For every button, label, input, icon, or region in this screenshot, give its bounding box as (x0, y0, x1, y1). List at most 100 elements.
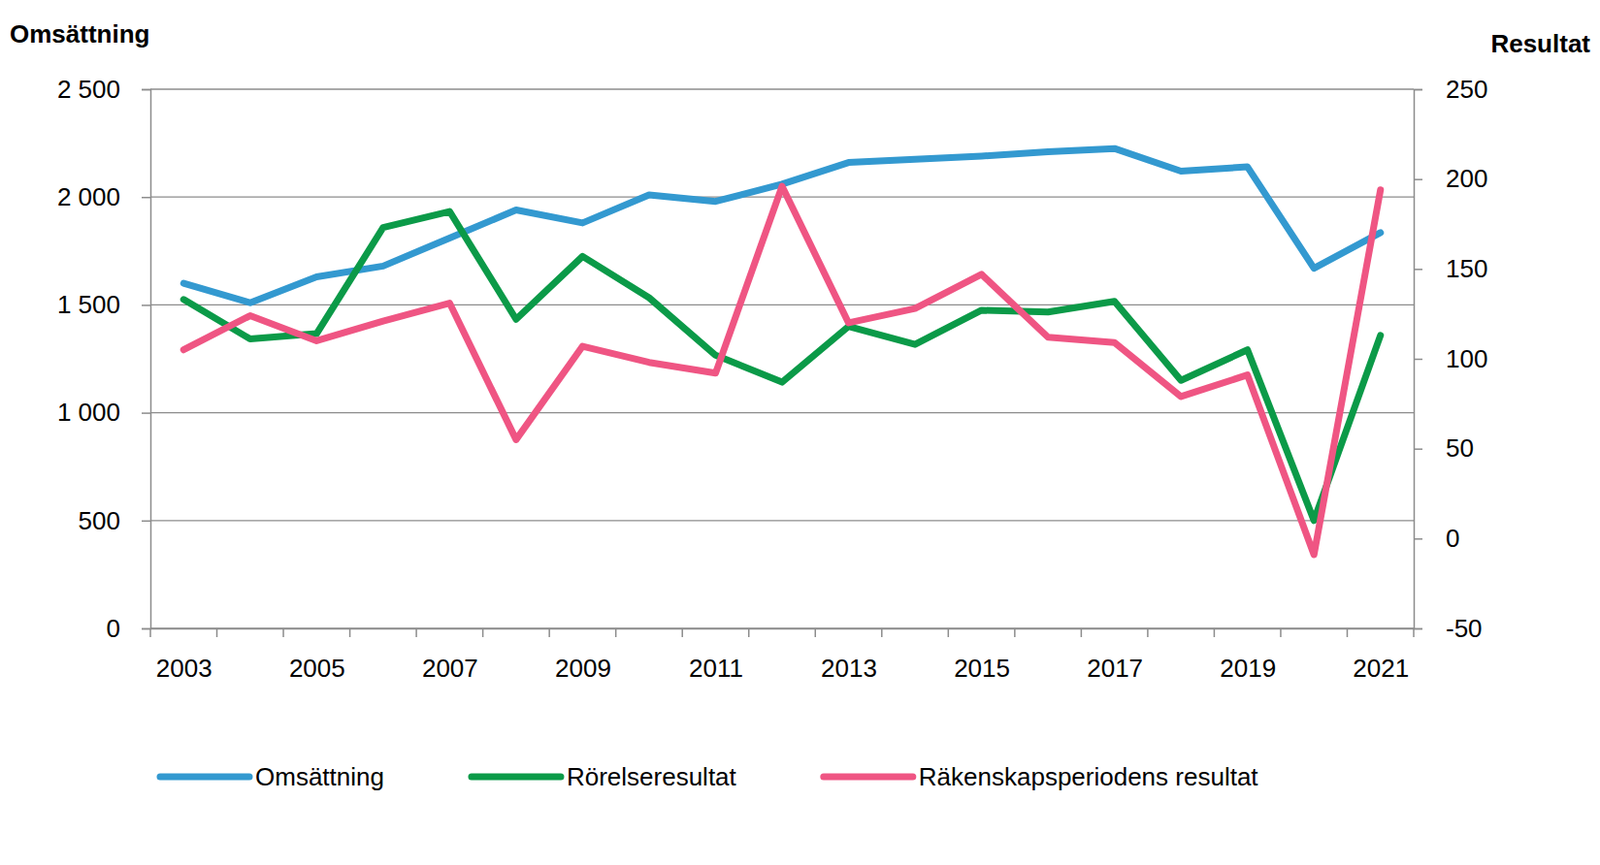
x-tick-label: 2015 (953, 653, 1011, 684)
y-tick-label: 0 (106, 614, 121, 644)
legend-item: Räkenskapsperiodens resultat (823, 762, 1260, 792)
legend-label: Rörelseresultat (566, 762, 738, 792)
y2-axis: -50 0 50 100 150 200 250 (1413, 74, 1488, 644)
x-tick: 2003 (156, 628, 213, 684)
x-boundary-tick (1013, 628, 1016, 638)
y2-tick-label: 0 (1445, 523, 1460, 554)
y2-tick: -50 (1413, 614, 1483, 644)
y2-tick-mark (1413, 359, 1423, 361)
y2-tick-mark (1413, 268, 1423, 271)
y-tick-mark (141, 196, 151, 199)
x-boundary-ticks (150, 628, 1414, 638)
y-tick: 500 (78, 506, 151, 536)
legend-item: Rörelseresultat (471, 762, 738, 792)
y2-tick-label: 200 (1445, 163, 1488, 194)
x-tick: 2005 (289, 628, 346, 684)
y-tick-label: 1 500 (57, 290, 121, 320)
x-tick: 2015 (953, 628, 1011, 684)
x-boundary-tick (482, 628, 485, 638)
x-boundary-tick (149, 628, 152, 638)
x-boundary-tick (1279, 628, 1282, 638)
legend: Omsättning Rörelseresultat Räkenskapsperio… (160, 762, 1259, 792)
y-tick: 2 500 (57, 74, 151, 104)
y2-tick-mark (1413, 448, 1423, 451)
x-boundary-tick (815, 628, 817, 638)
x-boundary-tick (681, 628, 684, 638)
axis-line (1414, 90, 1424, 630)
y2-tick-mark (1413, 628, 1423, 631)
grid-line (150, 627, 1414, 629)
y-tick: 0 (106, 614, 151, 644)
grid (150, 89, 1414, 629)
y2-tick: 50 (1413, 433, 1474, 463)
x-boundary-tick (415, 628, 418, 638)
legend-swatch (823, 774, 914, 782)
y-tick-mark (141, 304, 151, 307)
y2-tick-label: 50 (1445, 433, 1474, 463)
x-tick-label: 2003 (156, 653, 213, 684)
y2-tick-label: -50 (1445, 614, 1483, 644)
legend-label: Omsättning (255, 762, 385, 792)
x-tick-label: 2019 (1219, 653, 1276, 684)
x-boundary-tick (282, 628, 285, 638)
x-tick-label: 2011 (688, 653, 744, 684)
x-tick: 2019 (1219, 628, 1276, 684)
x-boundary-tick (216, 628, 219, 638)
y2-tick: 100 (1413, 344, 1488, 374)
x-tick: 2021 (1352, 628, 1409, 684)
series-line (183, 211, 1380, 522)
y-tick-label: 2 000 (57, 182, 121, 212)
x-tick: 2017 (1086, 628, 1143, 684)
y-axis: 0 500 1 000 1 500 2 000 2 500 (57, 74, 152, 644)
x-tick-label: 2021 (1352, 653, 1409, 684)
x-axis: 2003 2005 2007 2009 2011 2013 2015 2017 2019 2021 (151, 628, 1415, 684)
y-tick: 2 000 (57, 182, 151, 212)
y2-tick: 200 (1413, 163, 1488, 194)
y-tick-label: 500 (78, 506, 121, 536)
series-line (183, 186, 1380, 556)
axis-line (151, 628, 1415, 631)
x-tick: 2013 (820, 628, 878, 684)
y-tick-mark (141, 521, 151, 523)
x-boundary-tick (1080, 628, 1083, 638)
legend-swatch (471, 774, 561, 782)
y-tick: 1 500 (57, 290, 151, 320)
grid-line (150, 88, 1414, 90)
x-boundary-tick (1346, 628, 1349, 638)
chart: 0 500 1 000 1 500 2 000 2 500 -50 0 50 100 150 200 2… (0, 0, 1600, 865)
y2-tick-label: 250 (1445, 74, 1488, 104)
legend-swatch (160, 774, 250, 782)
y-tick-mark (141, 412, 151, 415)
x-tick: 2007 (422, 628, 479, 684)
x-tick: 2011 (688, 628, 744, 684)
y2-tick-mark (1413, 178, 1423, 181)
y2-tick: 150 (1413, 254, 1488, 284)
x-tick-label: 2005 (289, 653, 346, 684)
x-tick-label: 2017 (1086, 653, 1143, 684)
x-tick: 2009 (555, 628, 612, 684)
plot-area (183, 148, 1380, 556)
y2-tick: 0 (1413, 523, 1460, 554)
y2-tick-label: 100 (1445, 344, 1488, 374)
y2-tick-label: 150 (1445, 254, 1488, 284)
y-tick-mark (141, 89, 151, 92)
x-boundary-tick (1146, 628, 1149, 638)
legend-item: Omsättning (160, 762, 385, 792)
y-tick-label: 1 000 (57, 397, 121, 427)
grid-line (150, 196, 1414, 198)
x-boundary-tick (1213, 628, 1216, 638)
x-tick-label: 2013 (820, 653, 878, 684)
y2-tick-mark (1413, 89, 1423, 92)
series-line (183, 148, 1380, 303)
y2-tick-mark (1413, 538, 1423, 541)
x-boundary-tick (548, 628, 551, 638)
y-tick: 1 000 (57, 397, 151, 427)
x-boundary-tick (947, 628, 950, 638)
x-tick-label: 2007 (422, 653, 479, 684)
y-tick-mark (141, 628, 151, 631)
grid-line (150, 520, 1414, 522)
axis-line (141, 90, 152, 630)
y-tick-label: 2 500 (57, 74, 121, 104)
y2-tick: 250 (1413, 74, 1488, 104)
x-boundary-tick (748, 628, 751, 638)
